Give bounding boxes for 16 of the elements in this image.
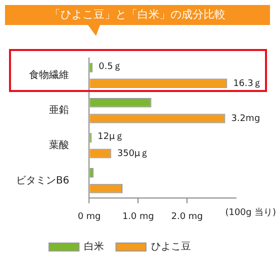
legend-label: 白米 xyxy=(84,240,104,253)
annotation: 350μｇ xyxy=(117,148,150,159)
y-tick-label: ビタミンB6 xyxy=(16,175,70,186)
y-tick-label: 葉酸 xyxy=(49,139,70,152)
x-tick-label: 0 mg xyxy=(78,212,101,222)
y-tick-label: 食物繊維 xyxy=(29,69,70,82)
x-tick-label: 1.0 mg xyxy=(122,212,154,222)
y-tick-label: 亜鉛 xyxy=(49,105,70,116)
annotation: 12μｇ xyxy=(98,132,124,142)
annotation: 3.2mg xyxy=(231,114,260,124)
chart-title: 「ひよこ豆」と「白米」の成分比較 xyxy=(5,5,270,25)
x-tick-label: 2.0 mg xyxy=(171,212,203,222)
annotation: 0.5ｇ xyxy=(98,62,122,72)
x-axis-title: (100g 当り) xyxy=(225,207,276,218)
annotation: 16.3ｇ xyxy=(233,78,262,89)
legend-label: ひよこ豆 xyxy=(151,242,191,253)
